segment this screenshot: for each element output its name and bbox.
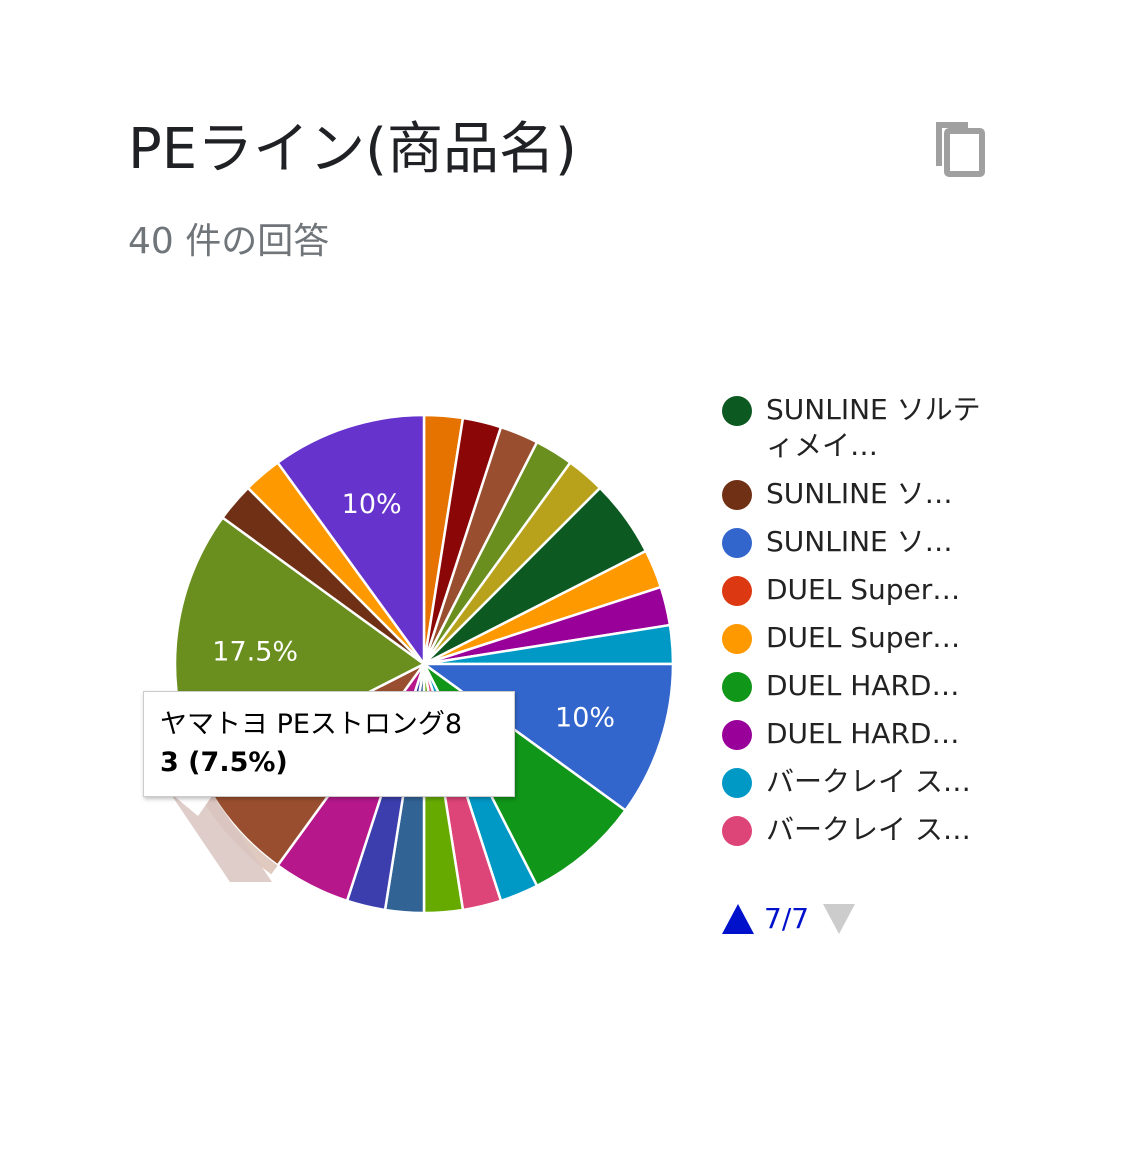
slice-tooltip: ヤマトヨ PEストロング8 3 (7.5%) bbox=[143, 691, 515, 797]
legend-swatch-7 bbox=[722, 720, 752, 750]
legend-swatch-3 bbox=[722, 528, 752, 558]
legend-label-9: バークレイ ス… bbox=[766, 813, 971, 846]
legend-item-7[interactable]: DUEL HARD… bbox=[722, 716, 1052, 752]
copy-icon[interactable] bbox=[926, 112, 992, 184]
legend-next-page-icon[interactable] bbox=[823, 903, 856, 934]
legend-item-8[interactable]: バークレイ ス… bbox=[722, 764, 1052, 800]
tooltip-item-name: ヤマトヨ PEストロング8 bbox=[160, 709, 463, 740]
legend-prev-page-icon[interactable] bbox=[722, 903, 754, 934]
legend-label-2: SUNLINE ソ… bbox=[766, 477, 953, 510]
legend-swatch-4 bbox=[722, 576, 752, 606]
legend-item-9[interactable]: バークレイ ス… bbox=[722, 812, 1052, 848]
chart-legend: SUNLINE ソルティメイ… SUNLINE ソ… SUNLINE ソ… DU… bbox=[722, 392, 1052, 860]
legend-label-3: SUNLINE ソ… bbox=[766, 525, 953, 558]
legend-pager: 7/7 bbox=[722, 902, 856, 935]
legend-item-1[interactable]: SUNLINE ソルティメイ… bbox=[722, 392, 1052, 464]
chart-title: PEライン(商品名) bbox=[128, 117, 577, 182]
legend-label-1: SUNLINE ソルティメイ… bbox=[766, 393, 981, 462]
legend-label-8: バークレイ ス… bbox=[766, 765, 971, 798]
legend-swatch-2 bbox=[722, 480, 752, 510]
legend-item-5[interactable]: DUEL Super… bbox=[722, 620, 1052, 656]
legend-swatch-9 bbox=[722, 816, 752, 846]
legend-label-5: DUEL Super… bbox=[766, 621, 961, 654]
legend-item-2[interactable]: SUNLINE ソ… bbox=[722, 476, 1052, 512]
tooltip-item-value: 3 (7.5%) bbox=[160, 747, 288, 778]
legend-item-4[interactable]: DUEL Super… bbox=[722, 572, 1052, 608]
legend-swatch-1 bbox=[722, 396, 752, 426]
legend-swatch-5 bbox=[722, 624, 752, 654]
pie-slice-22[interactable] bbox=[275, 413, 426, 668]
legend-swatch-8 bbox=[722, 768, 752, 798]
legend-label-6: DUEL HARD… bbox=[766, 669, 960, 702]
pie-slice-label-10: 10% bbox=[555, 702, 615, 733]
legend-label-7: DUEL HARD… bbox=[766, 717, 960, 750]
legend-item-6[interactable]: DUEL HARD… bbox=[722, 668, 1052, 704]
response-count: 40 件の回答 bbox=[128, 221, 330, 262]
pie-slice-label-19: 17.5% bbox=[212, 637, 298, 668]
pie-slice-label-22: 10% bbox=[342, 489, 402, 520]
legend-page-indicator: 7/7 bbox=[764, 902, 810, 935]
legend-label-4: DUEL Super… bbox=[766, 573, 961, 606]
legend-swatch-6 bbox=[722, 672, 752, 702]
legend-item-3[interactable]: SUNLINE ソ… bbox=[722, 524, 1052, 560]
tooltip-pointer bbox=[172, 796, 272, 882]
